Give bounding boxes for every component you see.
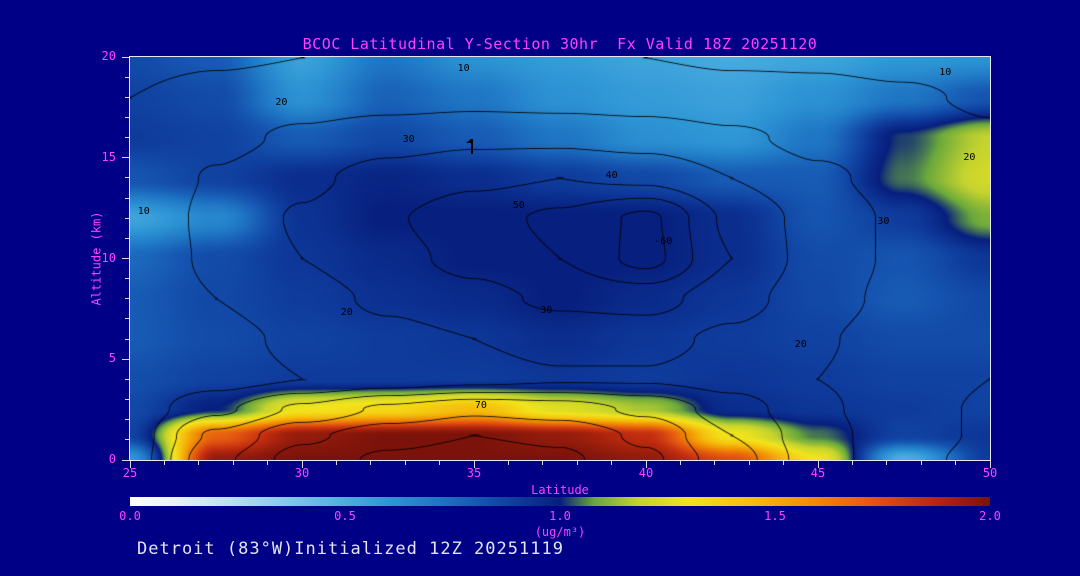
contour-label: 10: [939, 67, 952, 79]
colorbar-canvas: [130, 497, 990, 506]
x-tick-mark: [439, 461, 441, 465]
footer-text: Detroit (83°W)Initialized 12Z 20251119: [137, 539, 564, 559]
contour-label: 10: [457, 63, 470, 75]
x-tick-mark: [955, 461, 957, 465]
x-tick-mark: [920, 461, 922, 465]
y-tick-mark: [125, 197, 129, 199]
x-tick-mark: [335, 461, 337, 465]
colorbar-tick-label: 0.5: [334, 509, 356, 523]
y-axis-ticks: [121, 56, 129, 461]
x-tick-mark: [817, 461, 819, 468]
y-tick-mark: [125, 137, 129, 139]
y-axis-title: Altitude (km): [89, 211, 104, 306]
contour-label: 30: [877, 216, 890, 228]
x-tick-mark: [748, 461, 750, 465]
y-tick-mark: [125, 399, 129, 401]
y-tick-mark: [125, 278, 129, 280]
x-tick-mark: [404, 461, 406, 465]
y-tick-mark: [125, 177, 129, 179]
colorbar-tick-label: 1.0: [549, 509, 571, 523]
y-tick-labels: 0 5 10 15 20: [84, 49, 116, 466]
x-tick-mark: [645, 461, 647, 468]
x-tick-mark: [851, 461, 853, 465]
y-tick-label: 5: [108, 351, 116, 366]
x-tick-mark: [232, 461, 234, 465]
contour-label: 20: [963, 151, 976, 163]
x-tick-mark: [714, 461, 716, 465]
marker-layer: [130, 57, 990, 460]
contour-label: 20: [340, 306, 353, 318]
x-tick-mark: [473, 461, 475, 468]
contour-label: 50: [512, 200, 525, 212]
x-tick-label: 35: [466, 466, 482, 480]
plot-area: 10 10 20 30 20 40 50 30 -60 10 20 30 20 70: [129, 56, 991, 461]
contour-label: 20: [275, 97, 288, 109]
contour-label: 40: [605, 169, 618, 181]
x-tick-mark: [301, 461, 303, 468]
contour-label: 30: [540, 304, 553, 316]
x-tick-label: 45: [810, 466, 826, 480]
y-tick-label: 20: [101, 49, 116, 63]
x-tick-mark: [576, 461, 578, 465]
x-tick-mark: [886, 461, 888, 465]
flag-marker-icon: [465, 138, 473, 154]
y-tick-mark: [125, 116, 129, 118]
plot-canvas: [130, 57, 990, 460]
y-tick-mark: [122, 157, 129, 159]
x-tick-label: 40: [638, 466, 654, 480]
x-tick-label: 50: [982, 466, 998, 480]
x-tick-mark: [267, 461, 269, 465]
y-tick-mark: [125, 298, 129, 300]
y-tick-mark: [125, 237, 129, 239]
colorbar-unit-label: (ug/m³): [534, 525, 586, 539]
x-axis-ticks: [129, 461, 991, 469]
x-tick-mark: [507, 461, 509, 465]
colorbar-tick-label: 2.0: [979, 509, 1001, 523]
y-tick-mark: [125, 378, 129, 380]
contour-labels: 10 10 20 30 20 40 50 30 -60 10 20 30 20 70: [130, 57, 990, 460]
y-tick-mark: [122, 258, 129, 259]
y-tick-mark: [122, 56, 129, 58]
colorbar-tick-labels: 0.0 0.5 1.0 1.5 2.0: [119, 509, 1001, 523]
contour-label: 10: [137, 206, 150, 218]
contour-label: 30: [402, 133, 415, 145]
y-tick-mark: [125, 217, 129, 219]
x-tick-mark: [163, 461, 165, 465]
chart-title: BCOC Latitudinal Y-Section 30hr Fx Valid…: [302, 35, 818, 53]
y-tick-mark: [125, 318, 129, 320]
x-tick-mark: [198, 461, 200, 465]
x-tick-mark: [542, 461, 544, 465]
y-tick-label: 15: [101, 149, 116, 164]
y-tick-mark: [122, 459, 129, 461]
x-axis-title: Latitude: [531, 483, 589, 497]
x-tick-mark: [783, 461, 785, 465]
colorbar-tick-label: 0.0: [119, 509, 141, 523]
y-tick-mark: [125, 76, 129, 78]
x-tick-mark: [370, 461, 372, 465]
y-tick-mark: [125, 96, 129, 98]
x-tick-label: 30: [294, 466, 310, 480]
contour-label: -60: [654, 236, 673, 248]
y-tick-label: 10: [101, 250, 116, 265]
contour-label: 20: [794, 339, 807, 351]
x-tick-label: 25: [122, 466, 138, 480]
y-tick-label: 0: [108, 452, 116, 466]
x-tick-mark: [129, 461, 131, 468]
x-tick-mark: [679, 461, 681, 465]
y-tick-mark: [125, 419, 129, 421]
contour-label: 70: [474, 399, 487, 411]
y-tick-mark: [125, 338, 129, 340]
colorbar-tick-label: 1.5: [764, 509, 786, 523]
y-tick-mark: [125, 439, 129, 441]
x-tick-labels: 25 30 35 40 45 50: [123, 466, 997, 480]
x-tick-mark: [611, 461, 613, 465]
x-tick-mark: [989, 461, 991, 468]
y-tick-mark: [122, 358, 129, 360]
